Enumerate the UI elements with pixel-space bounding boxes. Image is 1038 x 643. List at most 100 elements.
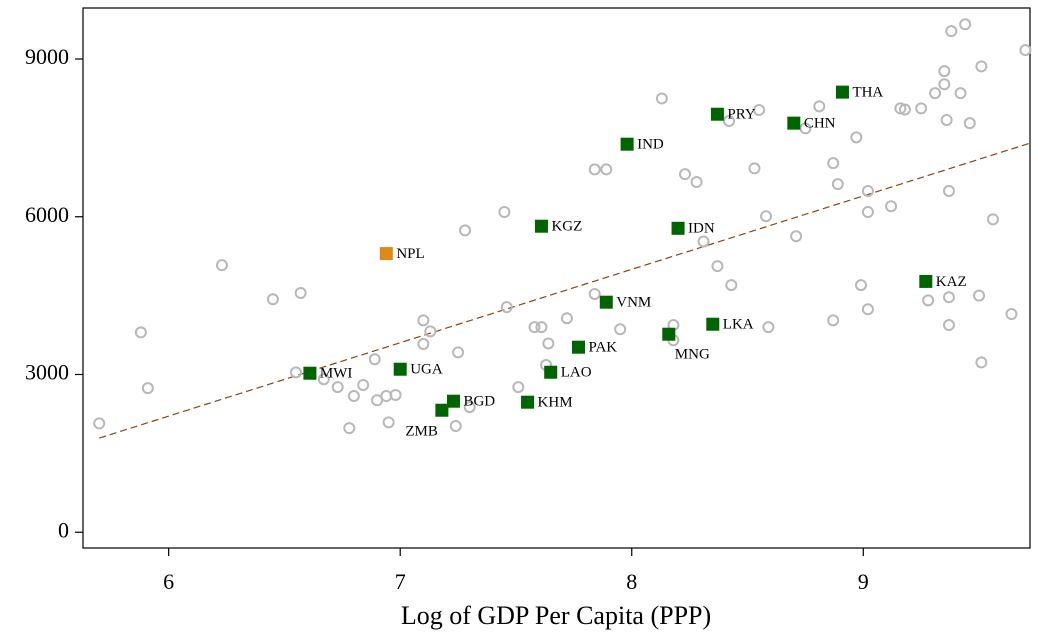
point-marker [922, 294, 935, 307]
point-marker [534, 219, 548, 233]
point-label: VNM [616, 295, 651, 311]
point-marker [973, 289, 986, 302]
point-marker [959, 18, 972, 31]
point-label: KGZ [551, 219, 582, 235]
point-marker [975, 60, 988, 73]
point-marker [915, 102, 928, 115]
point-label: BGD [463, 394, 495, 410]
point-marker [452, 346, 465, 359]
point-marker [542, 337, 555, 350]
y-tick-label: 0 [58, 517, 69, 542]
point-marker [343, 422, 356, 435]
point-marker [521, 395, 535, 409]
point-marker [725, 279, 738, 292]
point-marker [357, 379, 370, 392]
plot-frame [82, 7, 1031, 549]
point-marker [748, 162, 761, 175]
point-marker [459, 224, 472, 237]
point-marker [417, 314, 430, 327]
point-marker [303, 366, 317, 380]
x-tick-label: 6 [163, 569, 174, 594]
point-marker [885, 200, 898, 213]
point-marker [382, 416, 395, 429]
point-marker [954, 87, 967, 100]
point-marker [706, 317, 720, 331]
point-marker [662, 327, 676, 341]
point-marker [535, 321, 548, 334]
point-marker [942, 184, 955, 197]
point-marker [861, 303, 874, 316]
point-marker [942, 291, 955, 304]
point-marker [614, 323, 627, 336]
point-marker [290, 366, 303, 379]
point-marker [449, 420, 462, 433]
point-label: MNG [675, 347, 710, 363]
x-tick-label: 8 [626, 569, 637, 594]
point-marker [379, 247, 393, 261]
point-label: IND [637, 137, 664, 153]
point-label: PRY [727, 107, 756, 123]
point-marker [294, 286, 307, 299]
point-label: KHM [538, 395, 573, 411]
y-tick-label: 3000 [25, 360, 69, 385]
point-marker [827, 157, 840, 170]
point-marker [500, 301, 513, 314]
point-marker [599, 295, 613, 309]
point-marker [711, 260, 724, 273]
point-marker [571, 340, 585, 354]
point-label: ZMB [405, 424, 438, 440]
trend-line [99, 142, 1031, 439]
point-marker [942, 319, 955, 332]
x-tick-label: 7 [395, 569, 406, 594]
point-marker [753, 104, 766, 117]
point-marker [498, 206, 511, 219]
point-marker [945, 25, 958, 38]
point-marker [938, 65, 951, 78]
point-marker [393, 362, 407, 376]
point-marker [679, 168, 692, 181]
point-marker [697, 235, 710, 248]
point-marker [424, 325, 437, 338]
point-marker [463, 401, 476, 414]
point-marker [787, 116, 801, 130]
point-marker [389, 388, 402, 401]
point-marker [435, 403, 449, 417]
point-marker [929, 87, 942, 100]
point-marker [266, 293, 279, 306]
point-marker [368, 353, 381, 366]
point-marker [544, 365, 558, 379]
point-label: NPL [396, 246, 424, 262]
point-label: LAO [561, 365, 592, 381]
point-marker [655, 92, 668, 105]
point-marker [963, 117, 976, 130]
point-marker [861, 184, 874, 197]
point-label: LKA [723, 317, 754, 333]
point-marker [940, 113, 953, 126]
point-marker [588, 288, 601, 301]
point-label: CHN [804, 116, 836, 132]
point-marker [93, 417, 106, 430]
point-marker [588, 163, 601, 176]
point-marker [620, 137, 634, 151]
point-marker [898, 103, 911, 116]
point-marker [671, 221, 685, 235]
point-marker [894, 102, 907, 115]
point-marker [347, 390, 360, 403]
point-marker [827, 314, 840, 327]
point-marker [861, 206, 874, 219]
point-marker [215, 259, 228, 272]
point-marker [986, 213, 999, 226]
point-marker [799, 122, 812, 135]
x-tick-label: 9 [858, 569, 869, 594]
point-marker [722, 115, 735, 128]
point-marker [790, 230, 803, 243]
point-marker [835, 85, 849, 99]
point-marker [938, 78, 951, 91]
point-marker [317, 373, 330, 386]
point-marker [512, 381, 525, 394]
x-axis-title: Log of GDP Per Capita (PPP) [401, 601, 711, 630]
point-marker [1005, 308, 1018, 321]
point-marker [560, 312, 573, 325]
point-marker [854, 279, 867, 292]
